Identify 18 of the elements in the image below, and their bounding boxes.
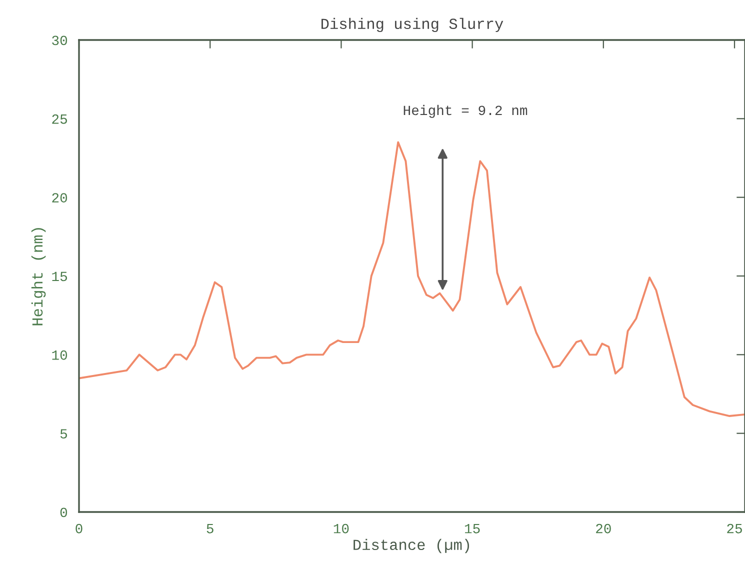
y-tick-label: 10	[52, 350, 68, 360]
y-tick-label: 25	[52, 114, 68, 124]
x-tick-label: 20	[596, 524, 611, 534]
x-tick-label: 0	[76, 524, 82, 534]
x-tick-label: 15	[464, 524, 480, 534]
y-tick-label: 30	[52, 36, 68, 46]
x-axis-title: Distance (µm)	[354, 538, 470, 554]
y-tick-label: 20	[52, 193, 68, 203]
line-series	[79, 141, 745, 417]
x-tick-label: 5	[206, 524, 214, 534]
y-tick-label: 0	[60, 508, 68, 518]
y-tick-label: 5	[60, 429, 68, 439]
y-axis-title: Height (nm)	[31, 228, 46, 326]
x-tick-label: 25	[727, 524, 742, 534]
annotation: Height = 9.2 nm	[404, 104, 528, 118]
y-tick-label: 15	[52, 272, 68, 282]
chart-title: Dishing using Slurry	[322, 18, 504, 32]
x-tick-label: 10	[334, 524, 349, 534]
